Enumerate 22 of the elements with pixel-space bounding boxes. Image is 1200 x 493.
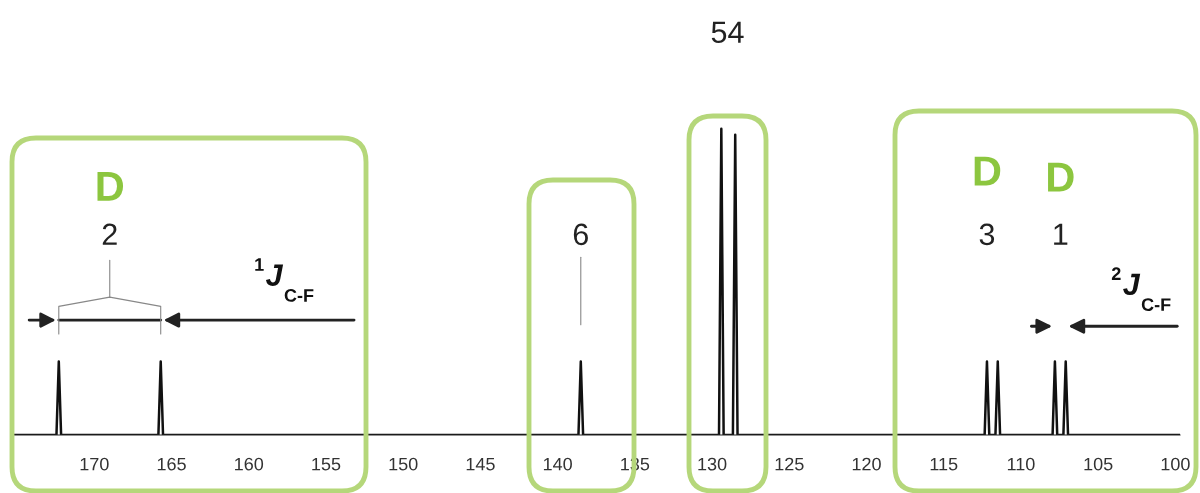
- x-tick-label: 105: [1084, 457, 1113, 471]
- x-tick-label: 125: [775, 457, 804, 471]
- text: 54: [711, 21, 744, 43]
- x-tick-label: 140: [543, 457, 572, 471]
- annotation: 2: [102, 223, 117, 245]
- x-tick-label: 160: [235, 457, 264, 471]
- x-tick-label: 115: [930, 457, 958, 471]
- annotation: D: [1048, 162, 1074, 192]
- x-tick-label: 120: [852, 457, 881, 471]
- annotation: 1: [1054, 223, 1068, 245]
- annotation: D: [974, 156, 1001, 186]
- x-tick-label: 130: [698, 457, 727, 471]
- x-tick-label: 145: [466, 457, 495, 471]
- annotation: 6: [573, 223, 588, 246]
- x-tick-label: 170: [80, 457, 109, 471]
- x-tick-label: 155: [312, 457, 341, 471]
- annotation: 3: [979, 223, 995, 246]
- annotation: D: [97, 172, 124, 201]
- x-tick-label: 150: [389, 457, 418, 471]
- x-tick-label: 100: [1161, 457, 1190, 471]
- x-tick-label: 110: [1007, 457, 1035, 471]
- x-tick-label: 165: [157, 457, 186, 471]
